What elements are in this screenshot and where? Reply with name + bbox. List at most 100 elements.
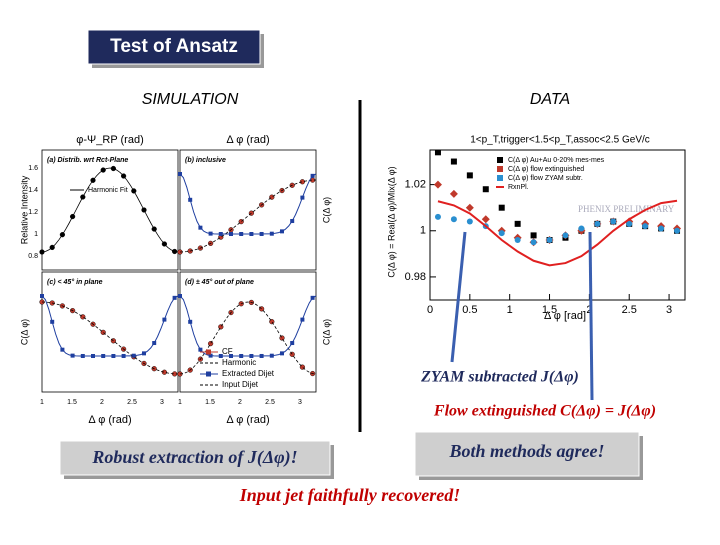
y-tick-label: 1.02 [405, 179, 426, 191]
data-plot: PHENIX PRELIMINARY 0 0.5 1 1.5 2 2.5 3 0.98 1 1.02… [386, 135, 686, 322]
sim-curve [179, 173, 317, 235]
point [658, 225, 665, 232]
legend-label: Harmonic [222, 358, 256, 367]
sim-point [208, 341, 214, 347]
legend-swatch [497, 166, 503, 172]
point [546, 237, 553, 243]
sim-curve [41, 167, 179, 253]
point [610, 218, 617, 225]
x-tick-label: 1 [40, 399, 44, 406]
y-axis-label: C(Δ φ) [19, 319, 29, 345]
point [450, 216, 457, 223]
point [449, 189, 458, 198]
legend-swatch [206, 371, 211, 377]
line [437, 199, 678, 267]
arrow [588, 231, 594, 401]
legend-label: C(Δ φ) Au+Au 0-20% mes-mes [508, 157, 605, 164]
axis-label: Δ φ (rad) [88, 414, 131, 426]
y-axis-label: C(Δ φ) = Real(Δ φ)/Mix(Δ φ) [386, 166, 396, 277]
x-tick-label: 3 [160, 399, 164, 406]
point [514, 220, 521, 227]
sim-curve [41, 301, 179, 375]
x-axis-label: Δ φ [rad] [544, 310, 586, 322]
arrow [450, 231, 467, 363]
x-tick-label: 2 [100, 399, 104, 406]
x-tick-label: 2.5 [265, 399, 275, 406]
simulation-heading: SIMULATION [142, 91, 239, 108]
point [498, 230, 505, 237]
x-tick-label: 1.5 [67, 399, 77, 406]
y-tick-label: 1.6 [28, 165, 38, 172]
point [530, 232, 537, 239]
point [433, 180, 442, 189]
x-tick-label: 1.5 [542, 304, 557, 316]
x-tick-label: 1.5 [205, 399, 215, 406]
axis-label: Δ φ (rad) [226, 134, 269, 146]
title: Test of Ansatz [110, 36, 238, 57]
agree-box [414, 431, 640, 477]
simulation-panels: (a) Distrib. wrt Rct-Plane Relative Inten… [19, 134, 331, 426]
x-tick-label: 2.5 [127, 399, 137, 406]
x-tick-label: 0.5 [462, 304, 477, 316]
x-tick-label: 1 [507, 304, 513, 316]
robust-box [59, 440, 331, 476]
agree-note: Both methods agree! [448, 441, 604, 461]
sim-point [161, 369, 168, 375]
y-axis-label: Relative Intensity [19, 175, 29, 244]
point [434, 150, 441, 156]
panel-label: (c) < 45° in plane [47, 278, 103, 286]
flow-note: Flow extinguished C(Δφ) = J(Δφ) [433, 403, 656, 420]
y-tick-label: 1 [420, 225, 426, 237]
sim-curve [41, 295, 179, 357]
point [498, 204, 505, 211]
legend-swatch [206, 349, 211, 355]
point [530, 239, 537, 246]
point [465, 203, 474, 212]
legend-label: C(Δ φ) flow ZYAM subtr. [508, 175, 583, 182]
axis-label: Δ φ (rad) [226, 414, 269, 426]
panel-label: (a) Distrib. wrt Rct-Plane [47, 157, 128, 164]
legend-label: RxnPl. [508, 184, 529, 191]
point [514, 237, 521, 243]
legend-label: Harmonic Fit [88, 187, 128, 194]
y-axis-label: C(Δ φ) [321, 197, 331, 223]
watermark: PHENIX PRELIMINARY [578, 204, 675, 214]
sim-curve [179, 179, 317, 253]
plot-area [433, 150, 682, 267]
x-tick-label: 0 [427, 304, 433, 316]
x-tick-label: 1 [178, 399, 182, 406]
data-heading: DATA [530, 91, 570, 108]
x-tick-label: 2 [586, 304, 592, 316]
x-tick-label: 3 [666, 304, 672, 316]
sim-curve [179, 295, 317, 357]
y-tick-label: 1.2 [28, 209, 38, 216]
legend-swatch [497, 175, 503, 181]
point [674, 227, 681, 234]
sim-point [80, 314, 86, 320]
point [466, 218, 473, 225]
point [594, 220, 601, 227]
sim-curve [179, 301, 317, 375]
title-box [87, 29, 261, 65]
legend-label: C(Δ φ) flow extinguished [508, 166, 584, 173]
point [434, 213, 441, 220]
panel-frame [41, 271, 179, 393]
x-tick-label: 2.5 [622, 304, 637, 316]
x-tick-label: 2 [238, 399, 242, 406]
point [466, 172, 473, 179]
point [578, 225, 585, 232]
sim-point [299, 179, 306, 185]
point [626, 220, 633, 227]
panel-frame [179, 271, 317, 393]
legend-label: Input Dijet [222, 380, 259, 389]
y-tick-label: 1.4 [28, 187, 38, 194]
legend-label: Extracted Dijet [222, 369, 275, 378]
y-axis-label: C(Δ φ) [321, 319, 331, 345]
zyam-note: ZYAM subtracted J(Δφ) [420, 369, 579, 386]
legend-label: CF [222, 347, 233, 356]
sim-point [218, 324, 224, 330]
point [450, 158, 457, 165]
plot-frame [429, 149, 686, 301]
y-tick-label: 0.8 [28, 253, 38, 260]
